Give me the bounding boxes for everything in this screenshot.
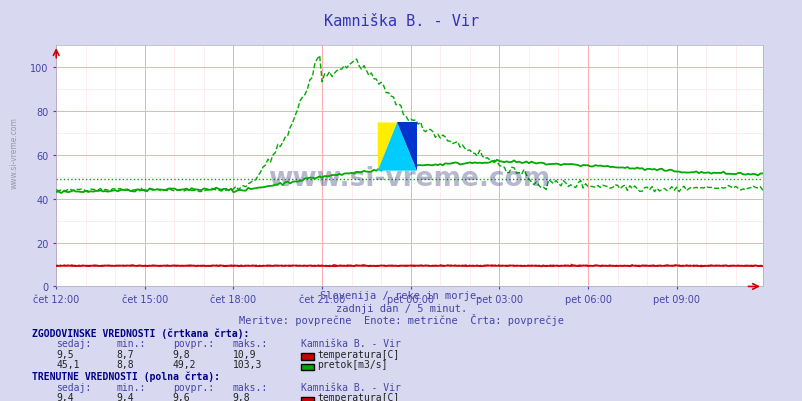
Text: 8,7: 8,7 <box>116 349 134 359</box>
Text: sedaj:: sedaj: <box>56 382 91 392</box>
Text: maks.:: maks.: <box>233 382 268 392</box>
Text: 9,6: 9,6 <box>172 392 190 401</box>
Text: povpr.:: povpr.: <box>172 338 213 348</box>
Text: maks.:: maks.: <box>233 338 268 348</box>
Text: temperatura[C]: temperatura[C] <box>317 392 399 401</box>
Text: zadnji dan / 5 minut.: zadnji dan / 5 minut. <box>335 303 467 313</box>
Text: min.:: min.: <box>116 382 146 392</box>
Text: Slovenija / reke in morje.: Slovenija / reke in morje. <box>320 291 482 301</box>
Text: 9,4: 9,4 <box>56 392 74 401</box>
Text: Kamniška B. - Vir: Kamniška B. - Vir <box>301 382 400 392</box>
Text: Kamniška B. - Vir: Kamniška B. - Vir <box>301 338 400 348</box>
Text: www.si-vreme.com: www.si-vreme.com <box>10 117 18 188</box>
Text: min.:: min.: <box>116 338 146 348</box>
Text: temperatura[C]: temperatura[C] <box>317 349 399 359</box>
Text: Meritve: povprečne  Enote: metrične  Črta: povprečje: Meritve: povprečne Enote: metrične Črta:… <box>239 313 563 325</box>
Text: povpr.:: povpr.: <box>172 382 213 392</box>
Text: ZGODOVINSKE VREDNOSTI (črtkana črta):: ZGODOVINSKE VREDNOSTI (črtkana črta): <box>32 328 249 338</box>
Text: 9,5: 9,5 <box>56 349 74 359</box>
Text: pretok[m3/s]: pretok[m3/s] <box>317 359 387 369</box>
Text: 10,9: 10,9 <box>233 349 256 359</box>
Text: 49,2: 49,2 <box>172 359 196 369</box>
Polygon shape <box>377 123 416 171</box>
Text: 103,3: 103,3 <box>233 359 262 369</box>
Text: Kamniška B. - Vir: Kamniška B. - Vir <box>323 14 479 29</box>
Text: 9,8: 9,8 <box>233 392 250 401</box>
Text: 45,1: 45,1 <box>56 359 79 369</box>
Text: 9,8: 9,8 <box>172 349 190 359</box>
Text: www.si-vreme.com: www.si-vreme.com <box>268 166 550 191</box>
Text: 9,4: 9,4 <box>116 392 134 401</box>
Polygon shape <box>377 123 397 171</box>
Polygon shape <box>397 123 416 171</box>
Text: sedaj:: sedaj: <box>56 338 91 348</box>
Text: TRENUTNE VREDNOSTI (polna črta):: TRENUTNE VREDNOSTI (polna črta): <box>32 371 220 381</box>
Text: 8,8: 8,8 <box>116 359 134 369</box>
